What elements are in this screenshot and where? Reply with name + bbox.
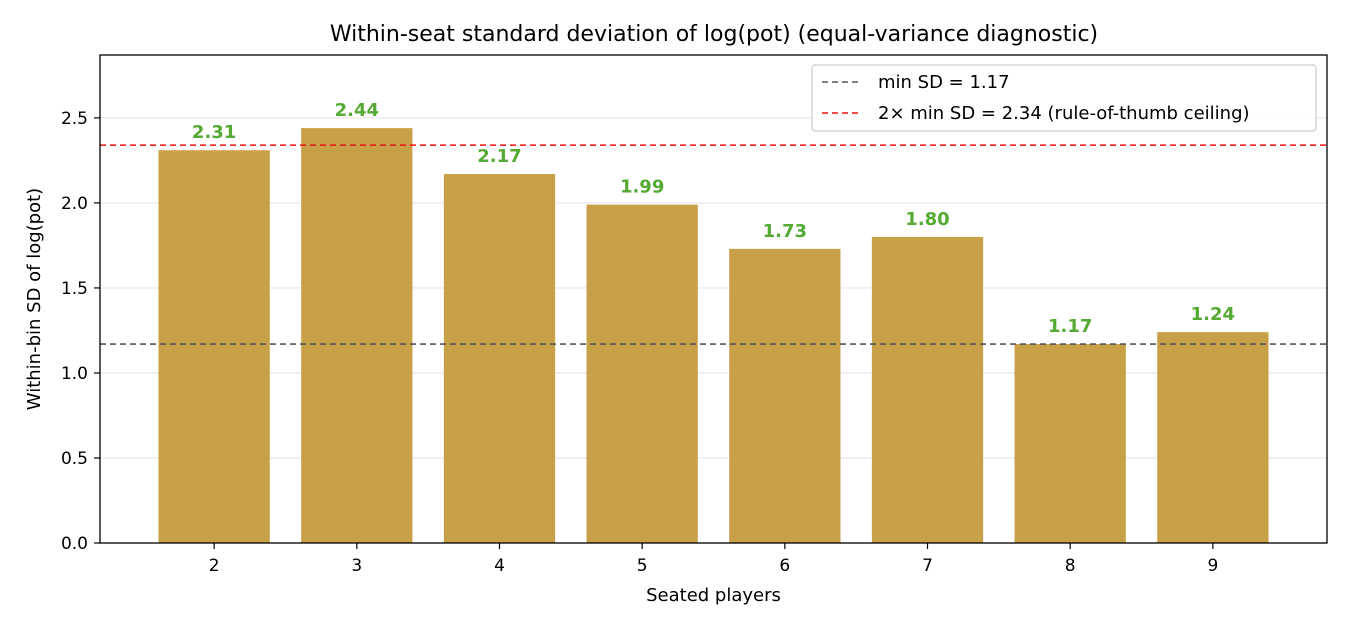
- bar: [301, 128, 413, 543]
- x-tick-label: 2: [209, 556, 220, 576]
- bar-value-label: 1.73: [763, 221, 807, 242]
- bar: [443, 174, 556, 543]
- x-tick-label: 3: [351, 556, 362, 576]
- bar-value-label: 1.24: [1191, 304, 1235, 325]
- x-tick-label: 8: [1065, 556, 1076, 576]
- y-axis: 0.0 0.5 1.0 1.5 2.0 2.5: [61, 109, 100, 554]
- y-tick-label: 2.0: [61, 194, 88, 214]
- chart-title: Within-seat standard deviation of log(po…: [330, 22, 1098, 47]
- bar: [1014, 344, 1126, 543]
- x-tick-label: 7: [922, 556, 933, 576]
- bar-value-label: 1.99: [620, 177, 664, 198]
- x-tick-label: 9: [1207, 556, 1218, 576]
- x-tick-label: 5: [637, 556, 648, 576]
- x-tick-label: 6: [779, 556, 790, 576]
- bars: [158, 128, 1269, 543]
- legend-box: [811, 64, 1317, 132]
- bar: [586, 204, 698, 543]
- bar: [158, 150, 270, 543]
- y-axis-label: Within-bin SD of log(pot): [24, 188, 45, 410]
- y-tick-label: 1.5: [61, 279, 88, 299]
- legend: min SD = 1.17 2× min SD = 2.34 (rule-of-…: [811, 64, 1317, 132]
- bar: [729, 248, 841, 543]
- x-tick-label: 4: [494, 556, 505, 576]
- legend-label-min-sd: min SD = 1.17: [878, 72, 1010, 93]
- gridlines: [100, 117, 1327, 544]
- x-axis-label: Seated players: [646, 585, 781, 606]
- plot-area-frame: [99, 54, 1328, 544]
- y-tick-label: 0.5: [61, 449, 88, 469]
- bar-value-label: 2.31: [192, 122, 236, 143]
- reference-lines: [100, 144, 1327, 345]
- bar-value-label: 1.17: [1048, 316, 1092, 337]
- bar-value-labels: 2.31 2.44 2.17 1.99 1.73 1.80 1.17 1.24: [192, 100, 1235, 337]
- bar-value-label: 1.80: [905, 209, 949, 230]
- y-tick-label: 1.0: [61, 364, 88, 384]
- bar-value-label: 2.44: [335, 100, 379, 121]
- y-tick-label: 2.5: [61, 109, 88, 129]
- bar-value-label: 2.17: [477, 146, 521, 167]
- bar: [1157, 332, 1269, 543]
- legend-label-ceiling: 2× min SD = 2.34 (rule-of-thumb ceiling): [878, 103, 1250, 124]
- bar: [871, 236, 984, 543]
- y-tick-label: 0.0: [61, 534, 88, 554]
- x-axis: 2 3 4 5 6 7 8 9: [209, 543, 1218, 576]
